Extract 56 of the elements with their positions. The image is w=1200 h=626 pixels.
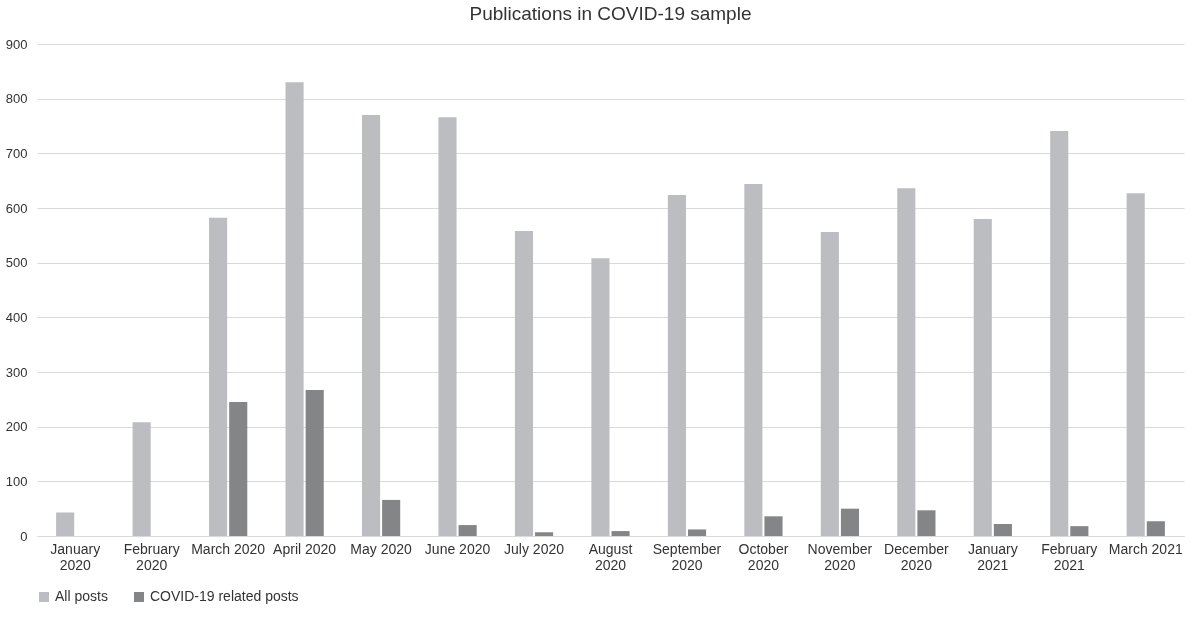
- bar: [820, 232, 839, 536]
- bar: [361, 115, 381, 536]
- bar: [744, 183, 763, 536]
- x-tick-label: April 2020: [273, 540, 337, 557]
- x-tick-label: February 2020: [123, 540, 180, 573]
- bar: [305, 390, 324, 536]
- x-tick-label: December 2020: [884, 540, 949, 573]
- y-tick-label: 300: [5, 364, 28, 380]
- bar: [209, 217, 228, 536]
- legend-label: COVID-19 related posts: [150, 588, 299, 604]
- bar: [687, 529, 707, 536]
- bar: [458, 525, 477, 536]
- x-tick-label: January 2020: [50, 540, 101, 573]
- bar: [1126, 193, 1145, 536]
- bar: [917, 510, 936, 536]
- x-tick-label: July 2020: [504, 540, 565, 557]
- chart-title: Publications in COVID-19 sample: [469, 3, 752, 24]
- x-tick-label: February 2021: [1041, 540, 1098, 573]
- y-tick-label: 0: [20, 528, 28, 544]
- bar: [1070, 526, 1089, 536]
- x-tick-label: June 2020: [424, 540, 491, 557]
- y-tick-label: 900: [5, 36, 28, 52]
- y-tick-label: 500: [5, 255, 28, 271]
- bar: [285, 82, 304, 536]
- bar: [840, 508, 860, 536]
- x-tick-label: March 2020: [191, 540, 266, 557]
- bar: [382, 499, 401, 536]
- bar: [993, 523, 1012, 536]
- x-tick-label: September 2020: [652, 540, 722, 573]
- bar: [897, 188, 916, 536]
- y-tick-label: 400: [5, 309, 28, 325]
- bar: [764, 516, 783, 536]
- x-tick-label: January 2021: [967, 540, 1018, 573]
- y-tick-label: 800: [5, 91, 28, 107]
- x-tick-label: May 2020: [350, 540, 413, 557]
- y-tick-label: 200: [5, 419, 28, 435]
- bar: [132, 422, 151, 536]
- y-tick-label: 700: [5, 145, 28, 161]
- y-tick-label: 600: [5, 200, 28, 216]
- bar: [535, 532, 554, 536]
- bar: [667, 194, 686, 536]
- y-tick-label: 100: [5, 473, 28, 489]
- bar: [229, 402, 248, 536]
- bar: [1146, 521, 1165, 536]
- legend-label: All posts: [55, 588, 108, 604]
- bar: [1050, 130, 1069, 536]
- bar: [591, 258, 610, 536]
- x-tick-label: March 2021: [1108, 540, 1183, 557]
- bar: [611, 531, 630, 536]
- x-tick-label: October 2020: [738, 540, 789, 573]
- x-tick-label: August 2020: [588, 540, 633, 573]
- bar: [973, 218, 992, 536]
- bar: [514, 230, 534, 536]
- bar: [438, 117, 457, 536]
- x-tick-label: November 2020: [807, 540, 873, 573]
- bar: [56, 512, 75, 536]
